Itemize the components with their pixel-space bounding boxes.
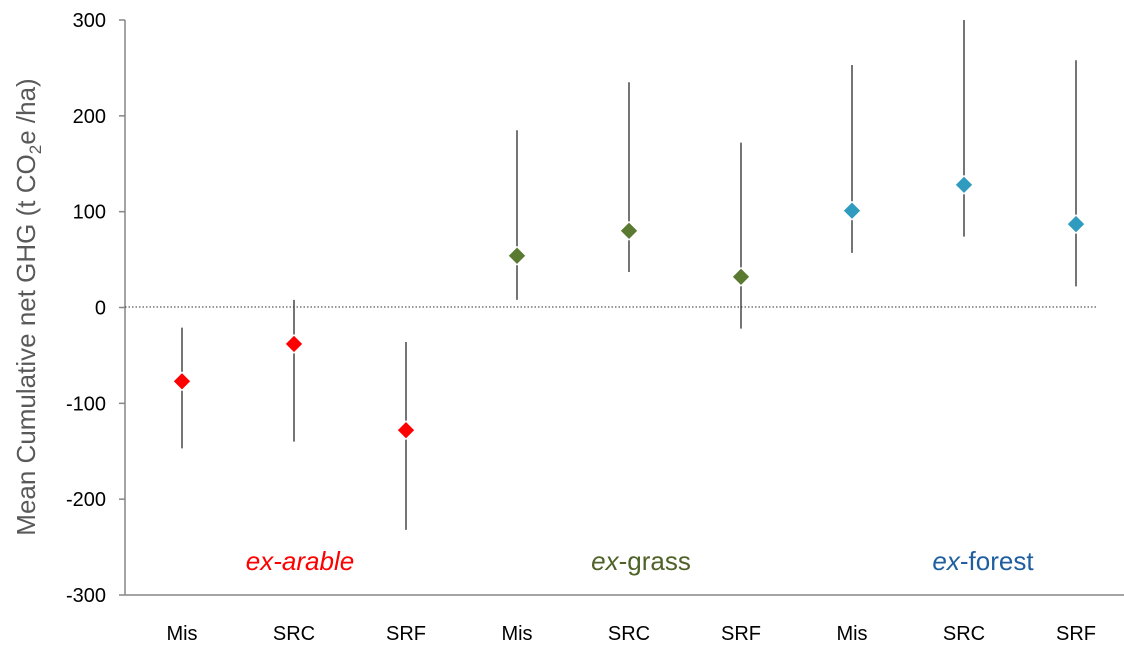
x-ticks: Mis SRC SRF Mis SRC SRF Mis SRC SRF: [166, 623, 1096, 645]
group-label-prefix: ex-: [246, 546, 282, 576]
data-point: [1066, 214, 1086, 234]
group-label-prefix: ex: [591, 546, 619, 576]
group-label: ex-grass: [591, 546, 691, 576]
data-point: [842, 200, 862, 221]
x-tick-label: SRF: [386, 623, 426, 645]
y-tick-label: -300: [66, 585, 106, 607]
x-tick-label: SRF: [1056, 623, 1096, 645]
group-labels: ex-arable ex-grass ex-forest: [246, 546, 1035, 576]
x-tick-label: SRF: [721, 623, 761, 645]
data-point: [507, 245, 527, 266]
group-label-name: -forest: [960, 546, 1034, 576]
y-tick-label: -200: [66, 489, 106, 511]
group-label: ex-arable: [246, 546, 354, 576]
x-tick-label: SRC: [943, 623, 985, 645]
data-points: [172, 174, 1086, 441]
y-tick-label: 200: [73, 106, 106, 128]
y-tick-label: 300: [73, 10, 106, 32]
data-point: [284, 334, 304, 354]
y-tick-label: 100: [73, 202, 106, 224]
data-point: [954, 174, 974, 195]
data-point: [731, 266, 751, 287]
y-tick-label: -100: [66, 393, 106, 415]
x-tick-label: Mis: [501, 623, 532, 645]
y-ticks: -300 -200 -100 0 100 200 300: [66, 10, 125, 607]
group-label: ex-forest: [932, 546, 1034, 576]
x-tick-label: Mis: [166, 623, 197, 645]
y-axis-label: Mean Cumulative net GHG (t CO2e /ha): [11, 78, 45, 535]
data-point: [619, 220, 639, 241]
x-tick-label: Mis: [836, 623, 867, 645]
data-point: [172, 371, 192, 392]
group-label-name: -grass: [619, 546, 691, 576]
error-bars: [181, 20, 1077, 530]
x-tick-label: SRC: [273, 623, 315, 645]
group-label-name: arable: [282, 546, 354, 576]
y-tick-label: 0: [95, 298, 106, 320]
data-point: [396, 420, 416, 441]
x-tick-label: SRC: [608, 623, 650, 645]
group-label-prefix: ex: [932, 546, 960, 576]
